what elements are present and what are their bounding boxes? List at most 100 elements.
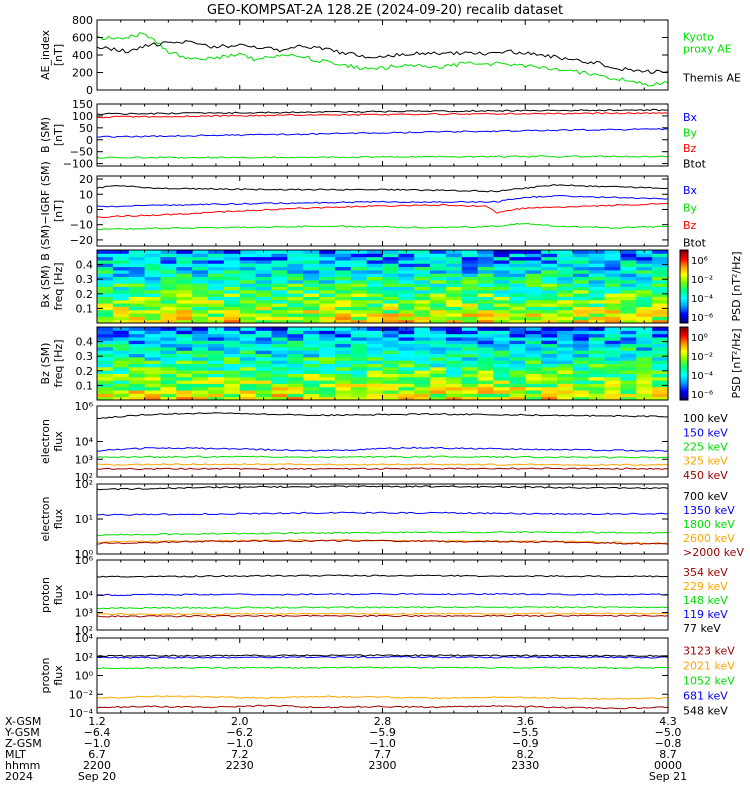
spectrogram-cell	[366, 350, 383, 355]
spectrogram-cell	[223, 263, 241, 268]
spectrogram-cell	[398, 380, 415, 384]
spectrogram-cell	[97, 360, 114, 364]
spectrogram-cell	[128, 289, 146, 294]
spectrogram-cell	[128, 333, 146, 338]
spectrogram-cell	[176, 316, 193, 321]
spectrogram-cell	[128, 393, 146, 398]
spectrogram-cell	[160, 343, 177, 348]
spectrogram-cell	[445, 380, 463, 384]
spectrogram-cell	[556, 269, 574, 274]
spectrogram-cell	[652, 313, 669, 317]
spectrogram-cell	[588, 336, 606, 341]
colorbar-step	[680, 392, 688, 396]
spectrogram-cell	[112, 303, 130, 307]
spectrogram-cell	[652, 330, 669, 335]
spectrogram-cell	[287, 306, 304, 311]
spectrogram-cell	[556, 356, 574, 361]
spectrogram-cell	[493, 253, 510, 258]
spectrogram-cell	[97, 350, 114, 355]
y-tick-label: 10³	[75, 453, 93, 466]
spectrogram-cell	[430, 343, 447, 348]
spectrogram-cell	[319, 336, 336, 341]
spectrogram-cell	[334, 386, 352, 391]
spectrogram-cell	[144, 380, 161, 384]
spectrogram-cell	[556, 330, 574, 335]
spectrogram-cell	[493, 376, 510, 381]
spectrogram-cell	[97, 289, 114, 294]
spectrogram-cell	[144, 306, 161, 311]
spectrogram-cell	[430, 269, 447, 274]
spectrogram-cell	[430, 303, 447, 307]
legend-entry: >2000 keV	[683, 546, 744, 559]
spectrogram-cell	[334, 309, 352, 314]
spectrogram-cell	[334, 370, 352, 374]
spectrogram-cell	[239, 340, 257, 345]
spectrogram-cell	[287, 276, 304, 281]
colorbar-step	[680, 270, 688, 273]
spectrogram-cell	[398, 356, 415, 361]
spectrogram-cell	[223, 250, 241, 254]
spectrogram-cell	[477, 283, 495, 287]
spectrogram-cell	[556, 386, 574, 391]
spectrogram-cell	[128, 316, 146, 321]
panel-frame	[96, 19, 669, 91]
spectrogram-cell	[223, 376, 241, 381]
y-tick-label: 10⁶	[75, 554, 94, 567]
spectrogram-cell	[572, 319, 590, 324]
spectrogram-cell	[208, 373, 225, 378]
spectrogram-cell	[430, 273, 447, 278]
spectrogram-cell	[366, 299, 383, 304]
spectrogram-cell	[556, 256, 574, 261]
spectrogram-cell	[588, 309, 606, 314]
y-tick-label: −20	[70, 234, 93, 247]
spectrogram-cell	[319, 393, 336, 398]
spectrogram-cell	[572, 316, 590, 321]
spectrogram-cell	[319, 390, 336, 394]
series-line-354-kev	[96, 614, 669, 618]
spectrogram-cell	[477, 293, 495, 297]
spectrogram-cell	[620, 346, 637, 351]
spectrogram-cell	[414, 330, 431, 335]
spectrogram-cell	[255, 309, 272, 314]
spectrogram-cell	[192, 356, 209, 361]
spectrogram-cell	[319, 386, 336, 391]
spectrogram-cell	[382, 370, 399, 374]
spectrogram-cell	[414, 303, 431, 307]
spectrogram-cell	[287, 336, 304, 341]
spectrogram-cell	[398, 306, 415, 311]
spectrogram-cell	[128, 390, 146, 394]
spectrogram-cell	[208, 283, 225, 287]
spectrogram-cell	[287, 316, 304, 321]
y-tick-label: 10⁻⁴	[69, 707, 94, 720]
spectrogram-cell	[223, 396, 241, 401]
spectrogram-cell	[160, 273, 177, 278]
spectrogram-cell	[461, 356, 479, 361]
spectrogram-cell	[160, 376, 177, 381]
spectrogram-cell	[97, 309, 114, 314]
spectrogram-cell	[556, 316, 574, 321]
spectrogram-cell	[223, 350, 241, 355]
spectrogram-cell	[334, 360, 352, 364]
spectrogram-cell	[430, 286, 447, 291]
spectrogram-cell	[461, 306, 479, 311]
spectrogram-cell	[303, 370, 320, 374]
legend-entry: Bx	[683, 184, 698, 197]
spectrogram-cell	[239, 303, 257, 307]
spectrogram-cell	[556, 309, 574, 314]
spectrogram-cell	[509, 279, 526, 284]
colorbar-step	[680, 363, 688, 366]
spectrogram-cell	[398, 276, 415, 281]
spectrogram-cell	[239, 390, 257, 394]
spectrogram-cell	[445, 370, 463, 374]
spectrogram-cell	[144, 313, 161, 317]
spectrogram-cell	[604, 343, 621, 348]
spectrogram-cell	[541, 373, 558, 378]
colorbar-step	[680, 291, 688, 295]
spectrogram-cell	[620, 303, 637, 307]
legend-entry: Themis AE	[682, 72, 741, 85]
series-line-119-kev	[96, 592, 668, 597]
spectrogram-cell	[176, 309, 193, 314]
spectrogram-cell	[604, 319, 621, 324]
spectrogram-cell	[525, 256, 542, 261]
